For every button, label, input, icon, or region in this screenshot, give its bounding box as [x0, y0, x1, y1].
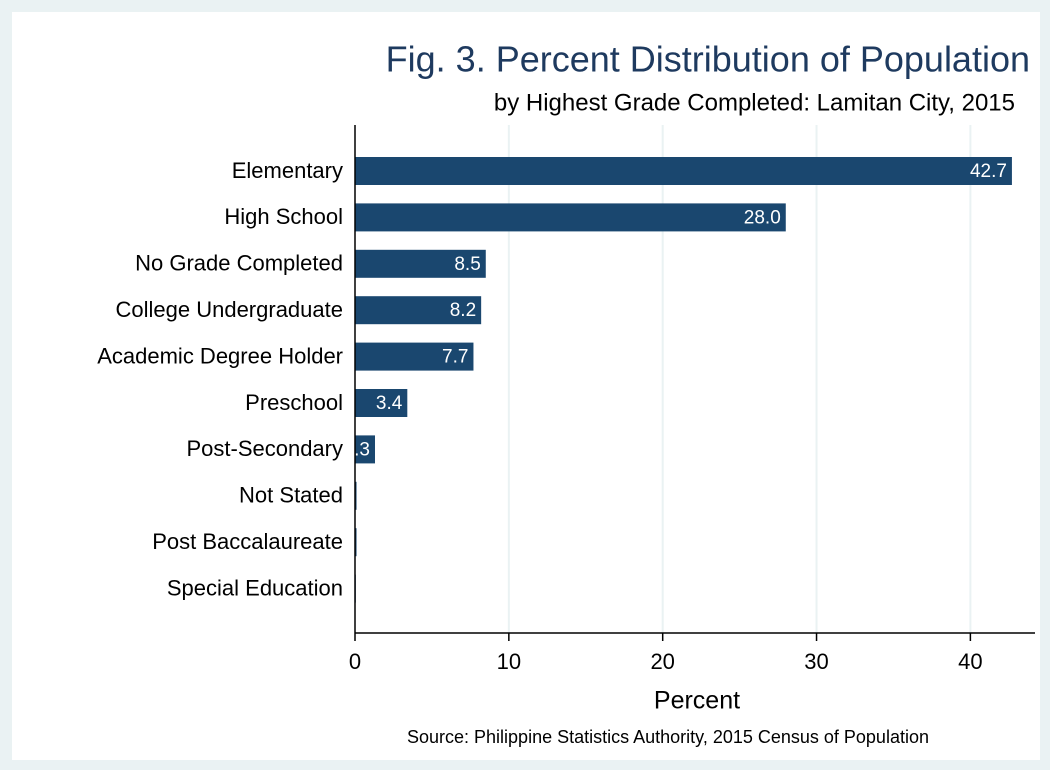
bars: 42.7 28.0 8.5 8.2 7.7 3.4 1.3: [344, 157, 1012, 603]
bar: [355, 435, 375, 464]
bar: [355, 203, 786, 232]
value-label: 3.4: [376, 393, 403, 414]
x-tick-label: 30: [804, 649, 828, 674]
bar: [355, 389, 408, 417]
bar: [355, 342, 474, 371]
y-tick-label: Elementary: [232, 158, 343, 183]
y-tick-label: Preschool: [245, 390, 343, 415]
value-label: 8.5: [454, 254, 480, 275]
bar: [355, 249, 486, 278]
bar: [355, 481, 357, 510]
value-label: 7.7: [442, 347, 468, 368]
y-tick-label: College Undergraduate: [116, 297, 344, 322]
chart-subtitle: by Highest Grade Completed: Lamitan City…: [494, 89, 1015, 116]
y-tick-label: No Grade Completed: [135, 251, 343, 276]
y-tick-label: Post-Secondary: [186, 436, 343, 461]
x-tick-label: 0: [349, 649, 361, 674]
x-axis-label: Percent: [654, 687, 740, 715]
value-label: 42.7: [970, 161, 1007, 182]
y-tick-label: Post Baccalaureate: [152, 529, 343, 554]
chart-background: [12, 12, 1040, 760]
y-tick-label: Special Education: [167, 575, 343, 600]
x-tick-label: 20: [650, 649, 674, 674]
value-label: 8.2: [450, 300, 476, 321]
bar: [355, 528, 357, 557]
value-label: 28.0: [744, 207, 781, 228]
y-tick-label: Academic Degree Holder: [97, 343, 343, 368]
y-tick-label: High School: [224, 204, 343, 229]
y-tick-label: Not Stated: [239, 483, 343, 508]
x-tick-label: 40: [958, 649, 982, 674]
x-tick-label: 10: [497, 649, 521, 674]
plot: 0 10 20 30 40 42.7 28.0 8.5 8.2 7.7 3.4 1.3 Elementa…: [97, 125, 1035, 674]
value-label: 1.3: [344, 439, 370, 460]
chart-title: Fig. 3. Percent Distribution of Populati…: [386, 39, 1030, 80]
bar: [355, 296, 482, 325]
source-note: Source: Philippine Statistics Authority,…: [407, 727, 929, 747]
bar: [355, 157, 1012, 185]
